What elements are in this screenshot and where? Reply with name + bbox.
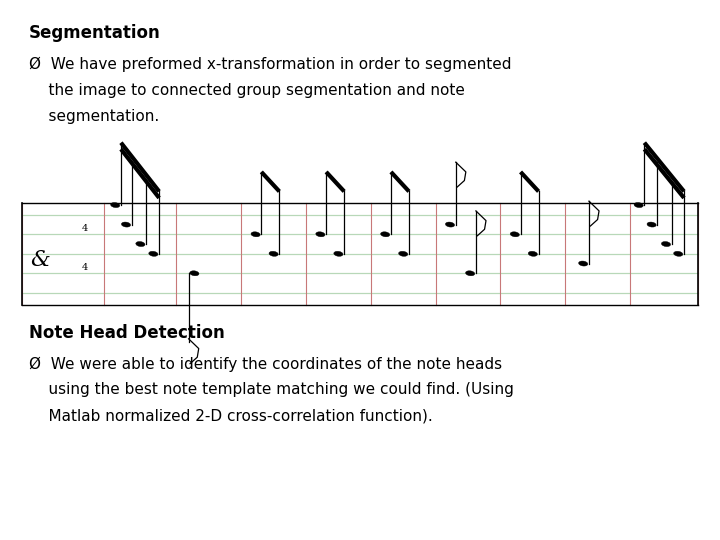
- Text: Ø  We were able to identify the coordinates of the note heads: Ø We were able to identify the coordinat…: [29, 356, 502, 372]
- Bar: [22, 202, 698, 305]
- Ellipse shape: [647, 222, 656, 227]
- Ellipse shape: [662, 241, 670, 247]
- Ellipse shape: [122, 222, 130, 227]
- Ellipse shape: [528, 251, 537, 256]
- Ellipse shape: [316, 232, 325, 237]
- Ellipse shape: [111, 202, 120, 207]
- Text: Note Head Detection: Note Head Detection: [29, 324, 225, 342]
- Ellipse shape: [381, 232, 390, 237]
- Ellipse shape: [334, 251, 343, 256]
- Ellipse shape: [149, 251, 158, 256]
- Ellipse shape: [579, 261, 588, 266]
- Text: Segmentation: Segmentation: [29, 24, 161, 42]
- Text: &: &: [30, 248, 50, 271]
- Text: 4: 4: [82, 263, 88, 272]
- Ellipse shape: [136, 241, 145, 247]
- Ellipse shape: [634, 202, 643, 207]
- Text: 4: 4: [82, 224, 88, 233]
- Ellipse shape: [190, 271, 199, 276]
- Text: using the best note template matching we could find. (Using: using the best note template matching we…: [29, 382, 513, 397]
- Text: Matlab normalized 2-D cross-correlation function).: Matlab normalized 2-D cross-correlation …: [29, 408, 433, 423]
- Ellipse shape: [399, 251, 408, 256]
- Ellipse shape: [466, 271, 474, 276]
- Text: segmentation.: segmentation.: [29, 109, 159, 124]
- Text: the image to connected group segmentation and note: the image to connected group segmentatio…: [29, 83, 464, 98]
- Ellipse shape: [446, 222, 454, 227]
- Text: Ø  We have preformed x-transformation in order to segmented: Ø We have preformed x-transformation in …: [29, 57, 511, 72]
- Ellipse shape: [674, 251, 683, 256]
- Ellipse shape: [251, 232, 260, 237]
- Ellipse shape: [269, 251, 278, 256]
- Ellipse shape: [510, 232, 519, 237]
